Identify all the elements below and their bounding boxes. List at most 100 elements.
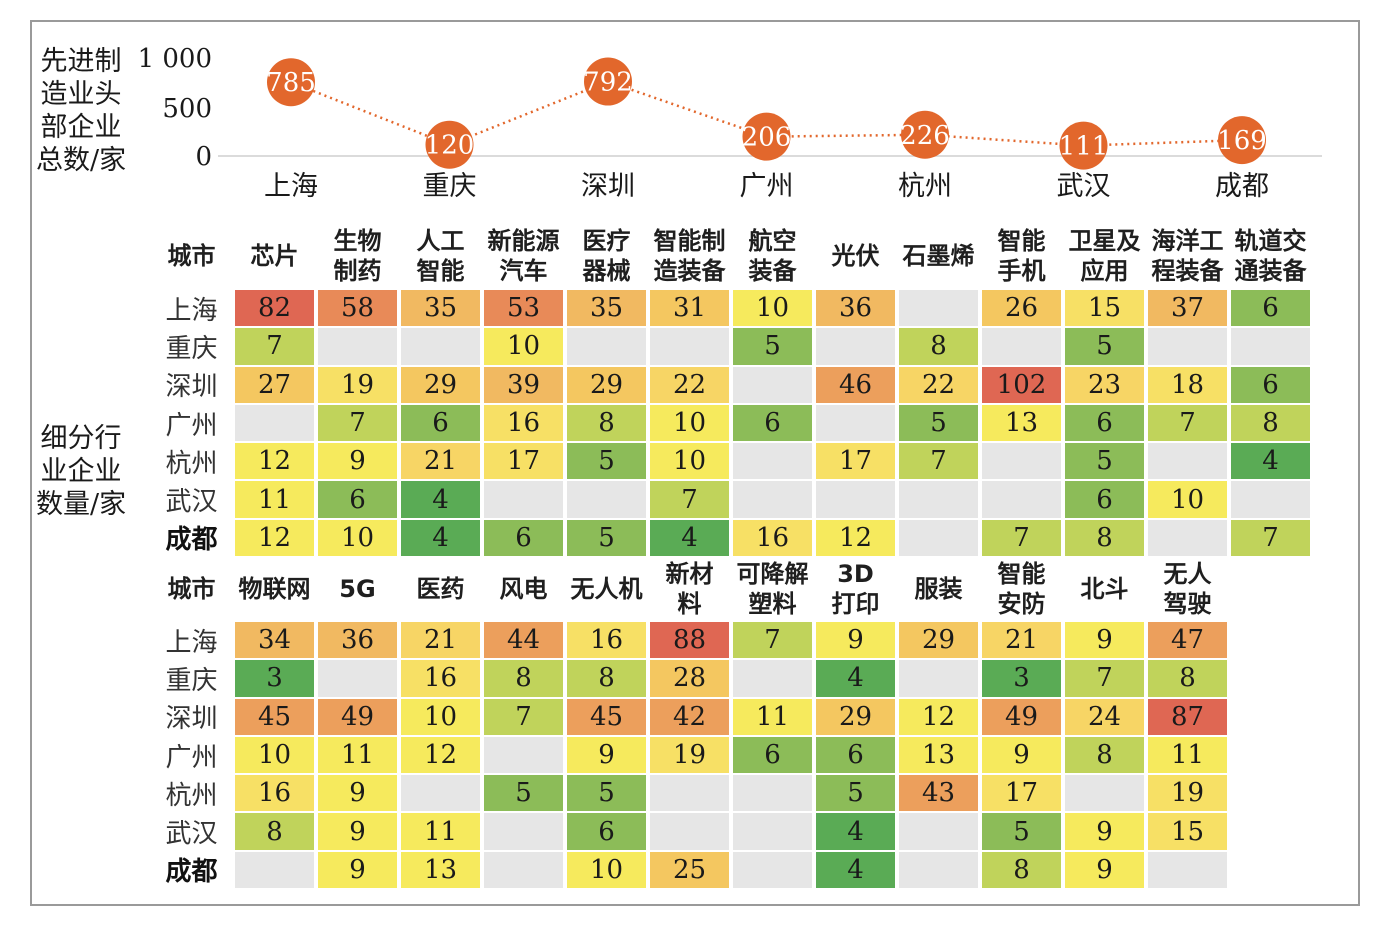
heatmap-cell: 36 xyxy=(816,290,895,327)
heatmap-cell: 9 xyxy=(816,622,895,659)
heatmap-cell-empty xyxy=(650,328,729,365)
heatmap-cell: 39 xyxy=(484,366,563,403)
heatmap-cell-empty xyxy=(982,328,1061,365)
heatmap-cell: 10 xyxy=(1148,481,1227,518)
heatmap-cell: 6 xyxy=(816,736,895,774)
heatmap-cell: 35 xyxy=(401,290,480,327)
row-label: 武汉 xyxy=(165,487,218,518)
heatmap-cell: 18 xyxy=(1148,366,1227,403)
x-tick-label: 广州 xyxy=(740,171,794,202)
row-label: 上海 xyxy=(165,295,218,326)
heatmap-cell: 6 xyxy=(1231,366,1310,403)
heatmap-cell: 5 xyxy=(982,813,1061,850)
heatmap-cell: 31 xyxy=(650,290,729,327)
heatmap-cell: 6 xyxy=(1065,404,1144,442)
heatmap-cell: 8 xyxy=(1231,404,1310,442)
data-point-marker xyxy=(1218,116,1266,165)
heatmap-cell: 4 xyxy=(401,481,480,518)
heatmap-cell-empty xyxy=(1148,443,1227,480)
heatmap-cell: 10 xyxy=(650,404,729,442)
heatmap-cell: 7 xyxy=(318,404,397,442)
heatmap-cell: 22 xyxy=(650,366,729,403)
heatmap-cell: 6 xyxy=(484,519,563,557)
heatmap-cell: 21 xyxy=(982,622,1061,659)
heatmap-cell: 5 xyxy=(733,328,812,365)
data-label: 206 xyxy=(742,123,792,153)
heatmap-cell: 6 xyxy=(1231,290,1310,327)
row-label: 成都 xyxy=(165,525,218,556)
heatmap-cell: 47 xyxy=(1148,622,1227,659)
row-label: 重庆 xyxy=(165,665,218,696)
column-header: 海洋工 程装备 xyxy=(1151,226,1224,285)
heatmap-cell-empty xyxy=(899,519,978,557)
heatmap-cell: 45 xyxy=(567,698,646,735)
data-point-marker xyxy=(267,58,315,107)
heatmap-cell-empty xyxy=(816,481,895,518)
heatmap-cell: 49 xyxy=(982,698,1061,735)
heatmap-cell: 11 xyxy=(235,481,314,518)
column-header: 智能 手机 xyxy=(997,226,1046,285)
heatmap-cell: 9 xyxy=(567,736,646,774)
heatmap-cell: 10 xyxy=(733,290,812,327)
heatmap-cell: 4 xyxy=(401,519,480,557)
heatmap-cell-empty xyxy=(733,813,812,850)
column-header: 新能源 汽车 xyxy=(487,226,560,285)
heatmap-cell-empty xyxy=(1231,481,1310,518)
heatmap-cell: 29 xyxy=(567,366,646,403)
heatmap-cell: 13 xyxy=(899,736,978,774)
heatmap-cell: 45 xyxy=(235,698,314,735)
column-header: 人工 智能 xyxy=(416,226,465,285)
heatmap-cell-empty xyxy=(484,851,563,889)
data-point-marker xyxy=(584,57,632,106)
row-label: 上海 xyxy=(165,627,218,658)
heatmap-top: 城市 芯片 生物 制药 人工 智能 新能源 汽车 医疗 器械 智能制 造装备 航空 装备 光伏 石墨烯 智能 手机… xyxy=(150,222,1312,557)
heatmap-cell: 10 xyxy=(401,698,480,735)
x-tick-label: 重庆 xyxy=(423,171,477,202)
heatmap-cell: 3 xyxy=(982,660,1061,697)
column-header: 智能 安防 xyxy=(997,559,1046,618)
heatmap-cell: 16 xyxy=(235,775,314,812)
heatmap-cell: 8 xyxy=(1148,660,1227,697)
line-chart-y-label: 先进制 造业头 部企业 总数/家 xyxy=(36,46,127,176)
heatmap-cell: 29 xyxy=(899,622,978,659)
heatmap-cell: 17 xyxy=(484,443,563,480)
heatmap-cell: 8 xyxy=(567,660,646,697)
column-header: 可降解 塑料 xyxy=(736,559,809,618)
column-header: 无人 驾驶 xyxy=(1163,559,1212,618)
heatmap-cell: 9 xyxy=(1065,622,1144,659)
heatmap-cell: 87 xyxy=(1148,698,1227,735)
heatmap-cell: 12 xyxy=(235,443,314,480)
column-header: 3D 打印 xyxy=(831,559,880,618)
heatmap-cell: 34 xyxy=(235,622,314,659)
heatmap-cell-empty xyxy=(899,813,978,850)
heatmap-cell: 44 xyxy=(484,622,563,659)
column-header: 石墨烯 xyxy=(902,241,975,270)
heatmap-cell: 29 xyxy=(401,366,480,403)
heatmap-cell: 19 xyxy=(1148,775,1227,812)
row-label: 深圳 xyxy=(165,372,218,403)
column-header: 医药 xyxy=(416,574,465,603)
heatmap-cell: 35 xyxy=(567,290,646,327)
heatmap-cell: 11 xyxy=(318,736,397,774)
heatmap-cell: 11 xyxy=(1148,736,1227,774)
data-label: 792 xyxy=(583,68,633,98)
heatmap-cell-empty xyxy=(899,481,978,518)
data-point-marker xyxy=(1059,121,1108,170)
heatmap-cell: 9 xyxy=(318,775,397,812)
heatmap-cell: 8 xyxy=(235,813,314,850)
heatmap-cell-empty xyxy=(982,481,1061,518)
heatmap-cell: 7 xyxy=(484,698,563,735)
heatmap-cell: 21 xyxy=(401,622,480,659)
y-tick: 1 000 xyxy=(137,44,212,74)
column-header: 物联网 xyxy=(238,574,311,603)
data-point-marker xyxy=(742,112,791,161)
heatmap-cell: 9 xyxy=(982,736,1061,774)
heatmap-cell: 5 xyxy=(484,775,563,812)
heatmap-cell: 8 xyxy=(1065,736,1144,774)
heatmap-cell: 4 xyxy=(650,519,729,557)
column-header: 卫星及 应用 xyxy=(1068,226,1141,285)
heatmap-cell-empty xyxy=(401,775,480,812)
data-label: 226 xyxy=(900,121,950,151)
heatmap-cell: 46 xyxy=(816,366,895,403)
column-header: 服装 xyxy=(914,574,963,603)
